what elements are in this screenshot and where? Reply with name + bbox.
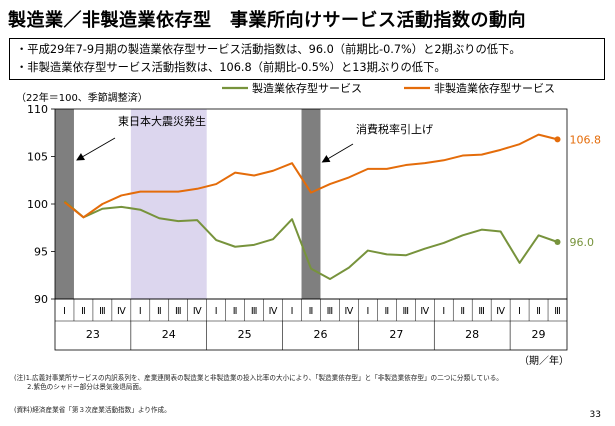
series-line-2 — [63, 133, 558, 219]
year-label: 25 — [238, 328, 252, 341]
year-label: 27 — [389, 328, 403, 341]
quarter-label: Ⅰ — [63, 306, 66, 317]
quarter-label: Ⅰ — [518, 306, 521, 317]
quarter-label: Ⅲ — [554, 306, 561, 317]
series-end-point-1 — [554, 239, 561, 245]
year-label: 24 — [162, 328, 176, 341]
quarter-label: Ⅱ — [233, 306, 238, 317]
page-title: 製造業／非製造業依存型 事業所向けサービス活動指数の動向 — [8, 10, 526, 31]
year-label: 29 — [532, 328, 546, 341]
footnote-1: (注)1.広義対事業所サービスの内訳系列を、産業連関表の製造業と非製造業の投入比… — [14, 374, 503, 382]
annotation-tax-hike: 消費税率引上げ — [356, 122, 433, 136]
recession-shading — [130, 109, 207, 299]
unit-note: （22年＝100、季節調整済） — [16, 91, 148, 104]
quarter-label: Ⅱ — [536, 306, 541, 317]
legend-label-2: 非製造業依存型サービス — [434, 81, 555, 95]
quarter-label: Ⅳ — [420, 306, 429, 317]
y-tick-label: 100 — [27, 198, 48, 211]
quarter-label: Ⅱ — [157, 306, 162, 317]
year-label: 23 — [86, 328, 100, 341]
end-value-label-2: 106.8 — [570, 133, 602, 146]
quarter-label: Ⅱ — [309, 306, 314, 317]
quarter-label: Ⅳ — [117, 306, 126, 317]
end-value-label-1: 96.0 — [570, 236, 595, 249]
x-axis-table — [54, 298, 568, 351]
quarter-label: Ⅲ — [99, 306, 106, 317]
page-number: 33 — [589, 410, 601, 420]
quarter-label: Ⅳ — [193, 306, 202, 317]
period-note: （期／年） — [519, 354, 569, 367]
y-tick-label: 95 — [34, 246, 48, 259]
quarter-label: Ⅲ — [251, 306, 258, 317]
year-label: 26 — [313, 328, 327, 341]
quarter-label: Ⅲ — [327, 306, 334, 317]
quarter-label: Ⅳ — [496, 306, 505, 317]
summary-line-2: ・非製造業依存型サービス活動指数は、106.8（前期比-0.5%）と13期ぶりの… — [16, 61, 446, 74]
quarter-label: Ⅰ — [442, 306, 445, 317]
annotation-arrow-tax-hike — [321, 143, 354, 163]
quarter-label: Ⅳ — [269, 306, 278, 317]
quarter-label: Ⅲ — [478, 306, 485, 317]
event-marker-2 — [301, 109, 321, 299]
summary-line-1: ・平成29年7-9月期の製造業依存型サービス活動指数は、96.0（前期比-0.7… — [16, 43, 521, 56]
annotation-arrow-earthquake — [76, 137, 116, 161]
legend-label-1: 製造業依存型サービス — [252, 81, 362, 95]
y-tick-label: 110 — [27, 103, 48, 116]
quarter-label: Ⅱ — [81, 306, 86, 317]
summary-box: ・平成29年7-9月期の製造業依存型サービス活動指数は、96.0（前期比-0.7… — [9, 38, 605, 80]
series-end-point-2 — [554, 136, 561, 143]
event-marker-1 — [55, 109, 74, 299]
year-label: 28 — [465, 328, 479, 341]
series-line-1 — [63, 200, 558, 281]
quarter-label: Ⅱ — [460, 306, 465, 317]
quarter-label: Ⅰ — [366, 306, 369, 317]
quarter-label: Ⅱ — [385, 306, 390, 317]
footnotes: (注)1.広義対事業所サービスの内訳系列を、産業連関表の製造業と非製造業の投入比… — [14, 374, 503, 392]
y-tick-label: 105 — [27, 151, 48, 164]
source-note: (資料)経済産業省「第３次産業活動指数」より作成。 — [14, 406, 171, 414]
quarter-label: Ⅰ — [139, 306, 142, 317]
quarter-label: Ⅳ — [345, 306, 354, 317]
quarter-label: Ⅲ — [175, 306, 182, 317]
quarter-label: Ⅰ — [215, 306, 218, 317]
quarter-label: Ⅲ — [403, 306, 410, 317]
annotation-earthquake: 東日本大震災発生 — [118, 114, 206, 128]
footnote-2: 2.紫色のシャドー部分は景気後退局面。 — [14, 383, 146, 391]
quarter-label: Ⅰ — [291, 306, 294, 317]
y-tick-label: 90 — [34, 293, 48, 306]
